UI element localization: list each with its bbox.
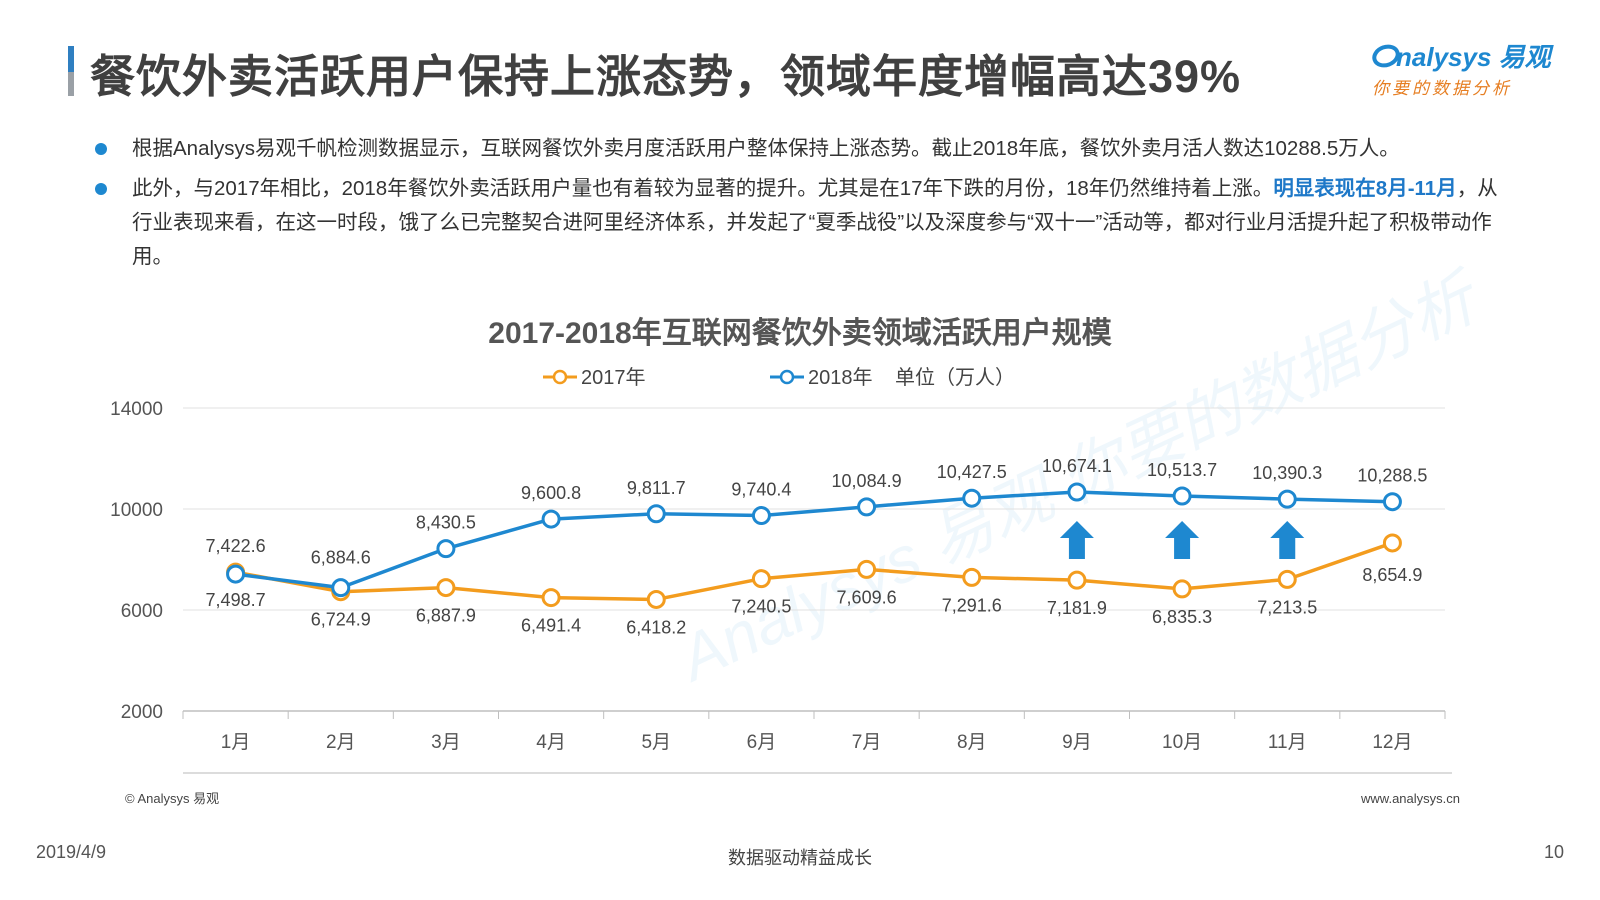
x-tick-label: 12月: [1372, 732, 1412, 753]
data-label-2017: 7,291.6: [942, 595, 1002, 615]
legend-marker: [552, 369, 568, 385]
data-label-2018: 9,740.4: [731, 480, 791, 500]
x-tick-label: 2月: [326, 732, 356, 753]
bullet-item: 此外，与2017年相比，2018年餐饮外卖活跃用户量也有着较为显著的提升。尤其是…: [92, 172, 1512, 274]
data-label-2017: 7,181.9: [1047, 598, 1107, 618]
data-point: [1067, 570, 1087, 590]
y-tick-label: 10000: [110, 500, 163, 521]
analysys-logo: nalysys 易观 你要的数据分析: [1372, 42, 1555, 99]
bullet-highlight: 明显表现在8月-11月: [1273, 177, 1457, 200]
data-point: [751, 569, 771, 589]
unit-label: 单位（万人）: [895, 366, 1015, 389]
chart-title: 2017-2018年互联网餐饮外卖领域活跃用户规模: [488, 317, 1112, 350]
footer-slogan: 数据驱动精益成长: [728, 848, 872, 868]
x-tick-label: 7月: [852, 732, 882, 753]
up-arrow-icon: [1270, 521, 1305, 559]
data-point: [646, 504, 666, 524]
data-point: [1172, 486, 1192, 506]
y-tick-label: 2000: [121, 702, 163, 723]
source-left: © Analysys 易观: [125, 791, 220, 806]
data-label-2017: 6,491.4: [521, 616, 581, 636]
data-point: [962, 567, 982, 587]
data-point: [436, 539, 456, 559]
bullet-dot-icon: [95, 183, 107, 195]
data-label-2017: 6,724.9: [311, 610, 371, 630]
data-label-2017: 7,498.7: [206, 590, 266, 610]
x-tick-label: 8月: [957, 732, 987, 753]
bullet-list: 根据Analysys易观千帆检测数据显示，互联网餐饮外卖月度活跃用户整体保持上涨…: [92, 132, 1512, 280]
x-tick-label: 1月: [221, 732, 251, 753]
data-label-2018: 10,390.3: [1252, 463, 1322, 483]
data-label-2018: 6,884.6: [311, 548, 371, 568]
bullet-text: 根据Analysys易观千帆检测数据显示，互联网餐饮外卖月度活跃用户整体保持上涨…: [132, 137, 1400, 160]
data-label-2018: 9,811.7: [627, 478, 686, 498]
x-tick-label: 6月: [747, 732, 777, 753]
y-tick-label: 6000: [121, 601, 163, 622]
data-point: [1277, 569, 1297, 589]
logo-slogan: 你要的数据分析: [1372, 79, 1512, 99]
source-right: www.analysys.cn: [1361, 791, 1460, 806]
data-label-2017: 6,835.3: [1152, 607, 1212, 627]
data-label-2018: 10,513.7: [1147, 460, 1217, 480]
data-point: [646, 589, 666, 609]
x-tick-label: 5月: [641, 732, 671, 753]
up-arrow-icon: [1165, 521, 1200, 559]
data-point: [226, 564, 246, 584]
x-tick-label: 9月: [1062, 732, 1092, 753]
bullet-text-cont: ，从行业表现来看，在这一时段，饿了么已完整契合进阿里经济体系，并发起了“夏季战役…: [132, 177, 1498, 268]
data-point: [1172, 579, 1192, 599]
logo-brand: nalysys 易观: [1396, 42, 1555, 72]
up-arrow-icon: [1059, 521, 1094, 559]
legend-label: 2018年: [808, 366, 873, 389]
data-point: [1382, 492, 1402, 512]
bullet-item: 根据Analysys易观千帆检测数据显示，互联网餐饮外卖月度活跃用户整体保持上涨…: [92, 132, 1512, 166]
data-point: [1277, 489, 1297, 509]
bullet-text: 此外，与2017年相比，2018年餐饮外卖活跃用户量也有着较为显著的提升。尤其是…: [132, 177, 1274, 200]
legend-label: 2017年: [581, 366, 646, 389]
series-line-2018年: [235, 490, 1393, 590]
data-point: [857, 559, 877, 579]
data-point: [962, 488, 982, 508]
data-label-2018: 9,600.8: [521, 483, 581, 503]
data-point: [751, 506, 771, 526]
data-label-2018: 8,430.5: [416, 513, 476, 533]
title-accent-bar-grey: [68, 72, 74, 96]
y-tick-label: 14000: [110, 399, 163, 420]
x-tick-label: 4月: [536, 732, 566, 753]
data-label-2017: 6,887.9: [416, 606, 476, 626]
data-point: [541, 588, 561, 608]
data-label-2017: 8,654.9: [1362, 565, 1422, 585]
data-label-2017: 7,609.6: [837, 587, 897, 607]
x-tick-label: 11月: [1268, 732, 1307, 753]
page-title: 餐饮外卖活跃用户保持上涨态势，领域年度增幅高达39%: [90, 51, 1242, 102]
data-label-2018: 10,288.5: [1357, 466, 1427, 486]
data-label-2017: 7,213.5: [1257, 597, 1317, 617]
data-point: [541, 509, 561, 529]
title-accent-bar: [68, 46, 74, 96]
data-point: [331, 578, 351, 598]
data-label-2017: 7,240.5: [731, 597, 791, 617]
data-point: [436, 578, 456, 598]
data-point: [857, 497, 877, 517]
bullet-dot-icon: [95, 143, 107, 155]
data-point: [1382, 533, 1402, 553]
x-tick-label: 10月: [1162, 732, 1202, 753]
x-tick-label: 3月: [431, 732, 461, 753]
series-line-2017年: [235, 541, 1393, 602]
data-point: [1067, 482, 1087, 502]
data-label-2018: 7,422.6: [206, 536, 266, 556]
page-number: 10: [1543, 842, 1564, 862]
data-label-2018: 10,674.1: [1042, 456, 1112, 476]
legend-marker: [779, 369, 795, 385]
footer-date: 2019/4/9: [36, 842, 107, 862]
data-label-2017: 6,418.2: [626, 617, 686, 637]
data-label-2018: 10,427.5: [937, 462, 1007, 482]
data-label-2018: 10,084.9: [832, 471, 902, 491]
